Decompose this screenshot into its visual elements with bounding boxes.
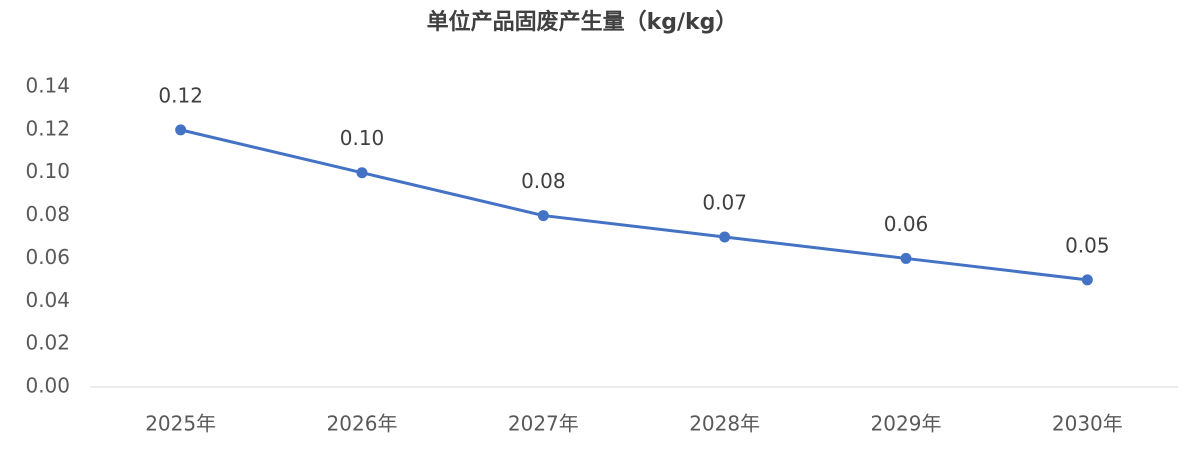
x-tick-label: 2027年 [508,412,579,436]
y-tick-label: 0.02 [25,331,70,355]
x-tick-label: 2025年 [145,412,216,436]
data-point [175,124,187,136]
y-tick-label: 0.10 [25,159,70,183]
chart-title: 单位产品固废产生量（kg/kg） [427,9,738,35]
y-tick-label: 0.00 [25,374,70,398]
x-tick-label: 2029年 [871,412,942,436]
x-tick-label: 2026年 [327,412,398,436]
data-label: 0.10 [340,126,385,150]
data-point [900,252,912,264]
data-point [356,167,368,179]
y-tick-label: 0.04 [25,288,70,312]
y-tick-label: 0.06 [25,245,70,269]
data-point [537,210,549,222]
y-tick-label: 0.12 [25,116,70,140]
y-tick-label: 0.08 [25,202,70,226]
data-label: 0.12 [158,83,203,107]
x-tick-label: 2030年 [1052,412,1123,436]
data-point [1081,274,1093,286]
x-tick-label: 2028年 [689,412,760,436]
data-label: 0.05 [1065,233,1110,257]
data-label: 0.06 [884,212,929,236]
series-line [180,128,1088,282]
data-label: 0.08 [521,169,566,193]
data-point [719,231,731,243]
y-tick-label: 0.14 [25,74,70,98]
data-label: 0.07 [702,191,747,215]
